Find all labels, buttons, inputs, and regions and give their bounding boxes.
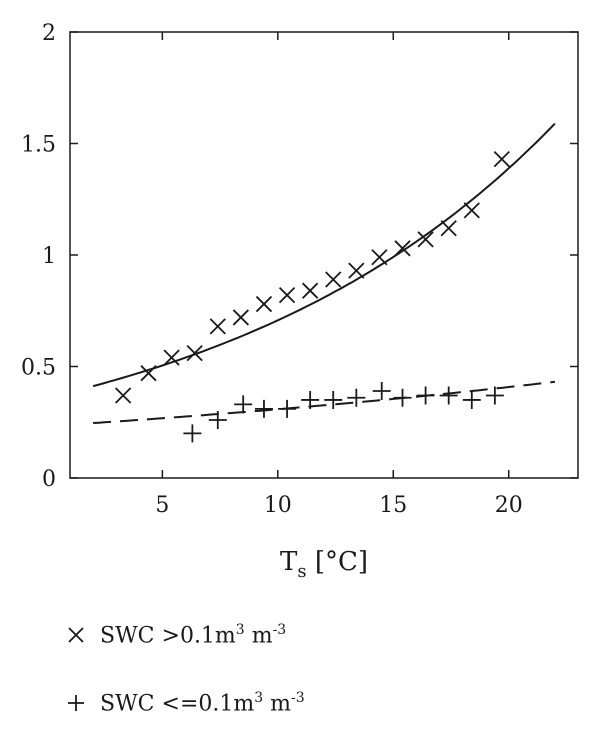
point-swc-low (439, 386, 458, 405)
y-tick-label: 1.5 (21, 133, 56, 158)
cross-marker-icon (68, 627, 84, 643)
axis-ticks: 5 10 15 20 0 0.5 1 1.5 2 (21, 21, 578, 518)
point-swc-high (325, 271, 342, 288)
point-swc-high (302, 282, 319, 299)
point-swc-high (371, 249, 388, 266)
x-tick-label: 20 (495, 493, 523, 518)
point-swc-high (163, 349, 180, 366)
point-swc-high (186, 344, 203, 362)
point-swc-low (393, 388, 412, 407)
legend-item-swc-low: SWC <=0.1m3 m-3 (66, 690, 305, 716)
point-swc-high (232, 309, 250, 326)
point-swc-high (463, 202, 480, 219)
point-swc-low (324, 390, 343, 409)
point-swc-low (278, 399, 297, 418)
x-tick-label: 15 (379, 493, 407, 518)
point-swc-low (301, 390, 320, 409)
point-swc-high (114, 387, 132, 404)
point-swc-high (348, 262, 365, 279)
point-swc-high (140, 365, 157, 382)
point-swc-low (485, 386, 504, 405)
point-swc-low (372, 382, 391, 401)
point-swc-low (234, 395, 253, 414)
point-swc-low (416, 386, 435, 405)
chart: 5 10 15 20 0 0.5 1 1.5 2 Ts [°C] (21, 21, 579, 582)
point-swc-low (462, 390, 481, 409)
plot-frame (69, 31, 579, 479)
point-swc-high (493, 150, 510, 168)
y-tick-label: 0.5 (21, 356, 56, 381)
legend-label-swc-low: SWC <=0.1m3 m-3 (100, 690, 305, 717)
data-points (114, 150, 510, 443)
x-axis-label: Ts [°C] (280, 547, 368, 582)
legend-label-swc-high: SWC >0.1m3 m-3 (100, 622, 287, 649)
point-swc-low (183, 424, 202, 443)
y-tick-label: 0 (42, 467, 56, 492)
fit-line-solid (92, 122, 556, 388)
legend-item-swc-high: SWC >0.1m3 m-3 (66, 622, 286, 648)
point-swc-high (278, 287, 296, 304)
x-tick-label: 5 (155, 493, 169, 518)
plus-marker-icon (68, 695, 84, 712)
point-swc-low (347, 388, 366, 407)
point-swc-high (394, 240, 411, 257)
point-swc-high (255, 295, 273, 313)
fit-curves (92, 122, 556, 424)
y-tick-label: 2 (42, 21, 56, 46)
point-swc-high (209, 318, 226, 335)
x-tick-label: 10 (264, 493, 292, 518)
fit-line-dashed (93, 380, 556, 424)
point-swc-high (440, 220, 457, 237)
y-tick-label: 1 (42, 244, 56, 269)
point-swc-low (208, 411, 227, 430)
point-swc-high (417, 231, 434, 248)
point-swc-low (254, 399, 273, 418)
